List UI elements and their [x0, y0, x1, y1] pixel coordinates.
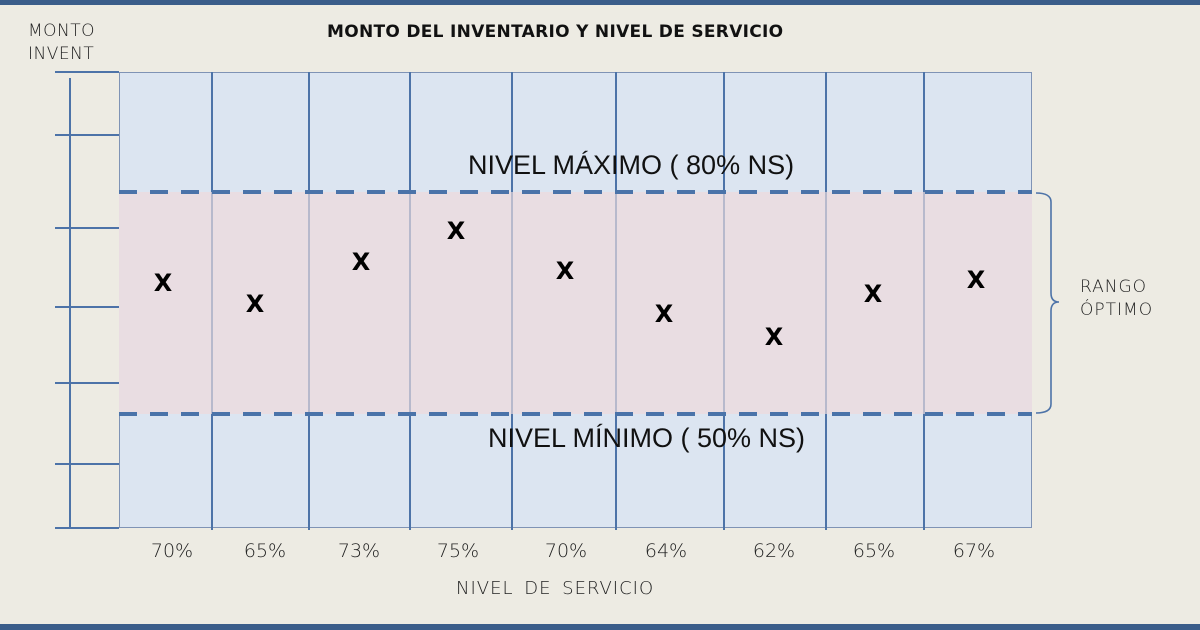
- y-tick: [55, 134, 119, 136]
- optimal-range-label: RANGO ÓPTIMO: [1080, 276, 1153, 322]
- data-point-marker: X: [654, 300, 674, 328]
- optimal-range-band: [119, 192, 1032, 414]
- data-point-marker: X: [153, 269, 173, 297]
- y-tick: [55, 227, 119, 229]
- x-tick-label: 75%: [436, 540, 480, 562]
- y-axis-label-line1: MONTO: [28, 21, 96, 41]
- column-divider: [409, 72, 411, 530]
- x-tick-label: 62%: [752, 540, 796, 562]
- data-point-marker: X: [966, 266, 986, 294]
- column-divider: [308, 72, 310, 530]
- column-divider: [825, 72, 827, 530]
- y-tick: [55, 463, 119, 465]
- column-divider: [723, 72, 725, 530]
- y-axis-label-line2: INVENT: [28, 44, 95, 64]
- x-tick-label: 65%: [852, 540, 896, 562]
- range-label-line1: RANGO: [1080, 277, 1148, 297]
- x-tick-label: 67%: [952, 540, 996, 562]
- top-frame-bar: [0, 0, 1200, 5]
- y-axis-line: [69, 78, 71, 528]
- x-tick-label: 73%: [337, 540, 381, 562]
- column-divider: [923, 72, 925, 530]
- x-tick-label: 70%: [150, 540, 194, 562]
- x-axis-label: NIVEL DE SERVICIO: [456, 578, 655, 599]
- y-tick: [55, 71, 119, 73]
- y-axis-label: MONTO INVENT: [28, 20, 95, 66]
- y-tick: [55, 306, 119, 308]
- data-point-marker: X: [351, 248, 371, 276]
- right-brace-icon: [1035, 192, 1060, 414]
- data-point-marker: X: [245, 290, 265, 318]
- x-tick-label: 65%: [243, 540, 287, 562]
- bottom-frame-bar: [0, 624, 1200, 630]
- range-label-line2: ÓPTIMO: [1080, 300, 1154, 320]
- max-level-label: NIVEL MÁXIMO ( 80% NS): [468, 150, 795, 180]
- column-divider: [511, 72, 513, 530]
- x-tick-label: 70%: [544, 540, 588, 562]
- data-point-marker: X: [446, 217, 466, 245]
- data-point-marker: X: [764, 323, 784, 351]
- y-tick: [55, 527, 119, 529]
- data-point-marker: X: [863, 280, 883, 308]
- data-point-marker: X: [555, 257, 575, 285]
- min-level-dashed-line: [119, 412, 1032, 416]
- max-level-dashed-line: [119, 190, 1032, 194]
- min-level-label: NIVEL MÍNIMO ( 50% NS): [488, 423, 806, 453]
- chart-title: MONTO DEL INVENTARIO Y NIVEL DE SERVICIO: [327, 22, 784, 42]
- column-divider: [615, 72, 617, 530]
- y-tick: [55, 382, 119, 384]
- x-tick-label: 64%: [644, 540, 688, 562]
- column-divider: [211, 72, 213, 530]
